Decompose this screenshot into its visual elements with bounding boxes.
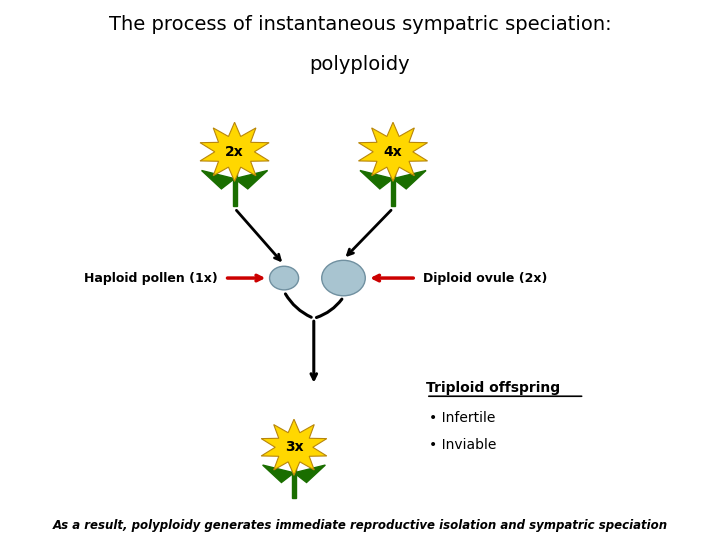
- Polygon shape: [360, 171, 393, 189]
- Polygon shape: [393, 171, 426, 189]
- Polygon shape: [261, 419, 327, 475]
- Text: • Inviable: • Inviable: [429, 437, 497, 451]
- Polygon shape: [200, 122, 269, 181]
- Polygon shape: [294, 465, 325, 483]
- Polygon shape: [263, 465, 294, 483]
- Circle shape: [322, 260, 365, 296]
- Polygon shape: [233, 152, 237, 206]
- Text: As a result, polyploidy generates immediate reproductive isolation and sympatric: As a result, polyploidy generates immedi…: [53, 519, 667, 532]
- Text: Triploid offspring: Triploid offspring: [426, 381, 560, 395]
- Text: 3x: 3x: [284, 440, 303, 454]
- Polygon shape: [359, 122, 428, 181]
- Polygon shape: [202, 171, 235, 189]
- Circle shape: [269, 266, 299, 290]
- Text: Diploid ovule (2x): Diploid ovule (2x): [423, 272, 547, 285]
- Polygon shape: [235, 171, 268, 189]
- Text: 2x: 2x: [225, 145, 244, 159]
- Polygon shape: [391, 152, 395, 206]
- Text: Haploid pollen (1x): Haploid pollen (1x): [84, 272, 218, 285]
- Text: The process of instantaneous sympatric speciation:: The process of instantaneous sympatric s…: [109, 15, 611, 34]
- Text: polyploidy: polyploidy: [310, 55, 410, 74]
- Polygon shape: [292, 447, 296, 498]
- Text: • Infertile: • Infertile: [429, 411, 495, 425]
- Text: 4x: 4x: [384, 145, 402, 159]
